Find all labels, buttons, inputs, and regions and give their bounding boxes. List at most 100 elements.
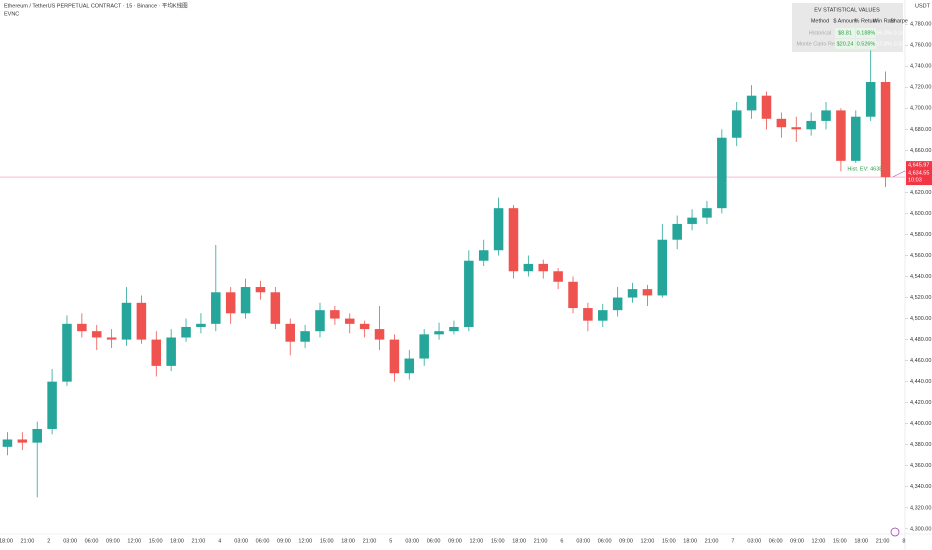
table-cell-text: 0.14 — [894, 30, 905, 36]
candle-body — [851, 116, 861, 161]
candle-body — [255, 287, 266, 293]
candle-body — [181, 326, 191, 338]
candle-body — [166, 337, 176, 366]
x-tick-label: 03:00 — [405, 538, 419, 544]
table-cell — [856, 28, 876, 38]
x-tick-label: 21:00 — [876, 538, 890, 544]
candle-body — [806, 120, 816, 130]
candle-body — [746, 95, 757, 111]
candle-body — [121, 302, 132, 340]
price-tag-high: 4,645.97 — [908, 163, 929, 169]
candle-body — [478, 250, 489, 261]
table-cell-text: 57.8% — [876, 41, 892, 47]
x-tick-label: 6 — [560, 538, 563, 544]
candle-body — [583, 308, 593, 321]
candle-body — [151, 339, 162, 366]
y-tick-label: 4,500.00 — [910, 316, 931, 322]
candle-body — [270, 292, 281, 324]
x-tick-label: 06:00 — [256, 538, 270, 544]
table-cell — [856, 39, 876, 49]
x-tick-label: 12:00 — [469, 538, 483, 544]
candle-body — [523, 263, 534, 272]
event-icon[interactable] — [890, 527, 900, 537]
candle-body — [285, 323, 295, 342]
x-tick-label: 06:00 — [769, 538, 783, 544]
y-tick-label: 4,540.00 — [910, 274, 931, 280]
currency: USDT — [915, 3, 931, 9]
candle-body — [717, 137, 727, 209]
candle-body — [642, 289, 653, 296]
candle-body — [419, 334, 429, 359]
table-cell — [835, 28, 855, 38]
candle-body — [821, 110, 831, 121]
x-tick-label: 15:00 — [662, 538, 676, 544]
table-cell-text: 0.188% — [857, 30, 876, 36]
table-header: % Return — [855, 18, 878, 24]
candle-body — [538, 263, 549, 272]
x-tick-label: 21:00 — [20, 538, 34, 544]
candle-body — [449, 326, 459, 332]
candle-body — [761, 95, 772, 119]
candle-body — [493, 208, 504, 251]
candle-body — [300, 331, 310, 342]
candle-body — [464, 260, 474, 327]
y-tick-label: 4,560.00 — [910, 253, 931, 259]
candle-body — [687, 217, 697, 224]
candle-body — [62, 323, 72, 382]
x-tick-label: 06:00 — [427, 538, 441, 544]
x-tick-label: 21:00 — [705, 538, 719, 544]
x-tick-label: 12:00 — [641, 538, 655, 544]
candle-body — [106, 337, 117, 340]
table-header: Method — [811, 18, 829, 24]
candle-body — [389, 339, 400, 374]
x-tick-label: 09:00 — [277, 538, 291, 544]
y-tick-label: 4,440.00 — [910, 379, 931, 385]
x-tick-label: 09:00 — [790, 538, 804, 544]
x-tick-label: 21:00 — [534, 538, 548, 544]
candle-body — [657, 239, 668, 296]
table-cell-text: 0.32 — [894, 41, 905, 47]
y-tick-label: 4,520.00 — [910, 295, 931, 301]
candle-body — [702, 208, 712, 218]
candle-body — [17, 439, 28, 443]
candle-body — [32, 428, 42, 443]
x-tick-label: 18:00 — [170, 538, 184, 544]
candle-body — [136, 302, 147, 340]
candle-body — [330, 310, 340, 319]
candle-body — [880, 82, 891, 178]
table-header: $ Amount — [833, 18, 857, 24]
y-tick-label: 4,780.00 — [910, 22, 931, 28]
candle-body — [568, 281, 578, 309]
table-header: Win Rate — [873, 18, 896, 24]
candle-body — [344, 318, 355, 324]
x-tick-label: 03:00 — [576, 538, 590, 544]
candle-body — [2, 439, 13, 447]
x-tick-label: 03:00 — [234, 538, 248, 544]
price-tag-last: 4,634.55 — [908, 171, 929, 177]
price-tag-timer: 10:03 — [908, 178, 922, 184]
x-tick-label: 15:00 — [491, 538, 505, 544]
table-cell-text: $8.81 — [838, 30, 852, 36]
price-tag — [906, 161, 932, 186]
x-tick-label: 15:00 — [320, 538, 334, 544]
y-tick-label: 4,460.00 — [910, 358, 931, 364]
candle-body — [211, 292, 221, 324]
candle-body — [836, 110, 846, 161]
x-tick-label: 09:00 — [106, 538, 120, 544]
x-tick-label: 18:00 — [854, 538, 868, 544]
y-tick-label: 4,660.00 — [910, 148, 931, 154]
candle-body — [672, 223, 682, 240]
table-cell-text: Historical — [809, 30, 832, 36]
x-tick-label: 09:00 — [619, 538, 633, 544]
x-tick-label: 12:00 — [812, 538, 826, 544]
candle-body — [225, 292, 236, 314]
table-cell-text: $20.24 — [837, 41, 854, 47]
x-tick-label: 8 — [902, 538, 905, 544]
y-tick-label: 4,620.00 — [910, 190, 931, 196]
candle-body — [612, 297, 623, 311]
y-tick-label: 4,300.00 — [910, 526, 931, 532]
candle-body — [731, 110, 742, 138]
y-tick-label: 4,380.00 — [910, 442, 931, 448]
candle-body — [47, 381, 57, 429]
